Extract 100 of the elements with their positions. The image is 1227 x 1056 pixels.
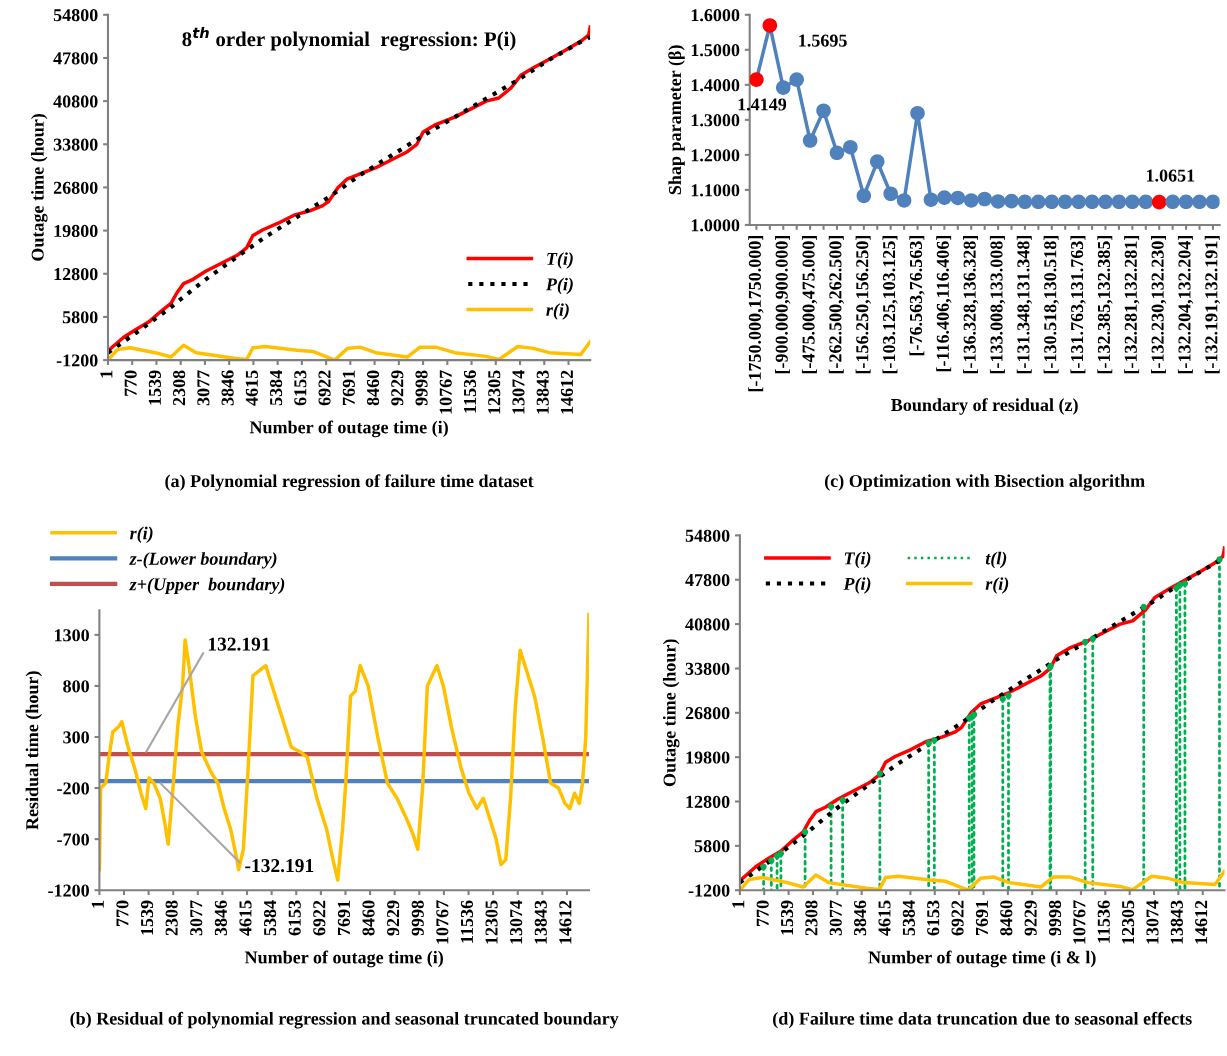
x-tick-label: [-131.348,131.348]: [1016, 235, 1033, 374]
y-tick-label: -1200: [56, 354, 98, 367]
x-tick-label: 2308: [165, 900, 178, 936]
x-tick-label: 4615: [245, 370, 258, 406]
y-tick-label: -1200: [688, 884, 730, 897]
x-tick-label: 8460: [1000, 900, 1013, 936]
x-tick-label: 9229: [391, 370, 404, 406]
y-tick-label: 800: [63, 680, 89, 693]
y-axis-title: Residual time (hour): [25, 671, 42, 830]
x-tick-label: 3846: [854, 900, 867, 936]
x-tick-label: [-132.204,132.204]: [1177, 235, 1194, 374]
annotation: 132.191: [208, 637, 270, 651]
y-axis-title: Outage time (hour): [31, 114, 48, 261]
y-tick-label: 1.1000: [691, 184, 740, 197]
x-tick-label: 3077: [190, 900, 203, 936]
x-tick-label: [-132.385,132.385]: [1097, 235, 1113, 374]
x-tick-label: 7691: [342, 370, 355, 405]
x-tick-label: [-132.281,132.281]: [1124, 235, 1140, 374]
x-tick-label: 8460: [362, 900, 375, 936]
x-tick-label: 1: [732, 900, 745, 908]
x-tick-label: 6922: [313, 900, 326, 936]
x-tick-label: 5384: [269, 370, 283, 406]
x-tick-label: [-103.125,103.125]: [882, 235, 898, 374]
text: (a) Polynomial regression of failure time dataset: [165, 474, 534, 491]
x-tick-label: [-136.328,136.328]: [963, 235, 979, 374]
legend-label: r(i): [985, 577, 1009, 594]
y-tick-label: 12800: [54, 268, 98, 281]
x-tick-label: 9998: [415, 370, 428, 406]
data-label: 1.0651: [1146, 169, 1195, 182]
x-tick-label: 10767: [436, 900, 449, 944]
y-tick-label: 54800: [685, 529, 730, 542]
y-tick-label: 40800: [685, 618, 730, 631]
x-tick-label: 10767: [439, 370, 452, 414]
x-tick-label: 9998: [1048, 900, 1062, 936]
y-tick-label: 12800: [686, 795, 730, 808]
x-tick-label: 13843: [1170, 900, 1183, 944]
y-tick-label: -700: [57, 833, 89, 846]
x-axis-title: Number of outage time (i & l): [868, 950, 1096, 968]
x-tick-label: 1539: [148, 370, 161, 405]
y-tick-label: 19800: [686, 751, 730, 764]
x-tick-label: 1: [91, 900, 104, 908]
x-tick-label: 14612: [1195, 900, 1208, 944]
legend-label: T(i): [547, 252, 573, 269]
text: (c) Optimization with Bisection algorithm: [824, 474, 1145, 491]
x-tick-label: 770: [116, 900, 129, 926]
x-axis-title: Number of outage time (i): [244, 950, 444, 968]
x-axis-title: Number of outage time (i): [249, 420, 448, 438]
x-tick-label: 5384: [902, 900, 915, 936]
x-tick-label: 3846: [221, 370, 234, 406]
x-tick-label: 8460: [366, 370, 380, 406]
legend-label: t(l): [985, 551, 1007, 569]
x-tick-label: 11536: [1097, 900, 1110, 943]
x-tick-label: 7691: [337, 900, 350, 936]
data-label: 1.4149: [738, 98, 787, 111]
x-tick-label: 7691: [975, 900, 989, 936]
y-tick-label: 1.6000: [691, 9, 740, 22]
x-tick-label: 3846: [214, 900, 227, 936]
x-tick-label: 6153: [288, 900, 301, 936]
x-tick-label: 6922: [318, 370, 331, 406]
x-tick-label: 5384: [263, 900, 277, 936]
legend-label: r(i): [130, 526, 153, 543]
legend-label: T(i): [844, 551, 871, 569]
x-tick-label: 1539: [780, 900, 794, 935]
x-tick-label: [-76.563,76.563]: [909, 235, 925, 356]
y-tick-label: 47800: [53, 52, 98, 65]
x-axis-title: Boundary of residual (z): [891, 398, 1078, 415]
legend-label: P(i): [545, 277, 573, 295]
legend-label: z-(Lower boundary): [129, 552, 277, 569]
x-tick-label: 3077: [197, 370, 210, 406]
x-tick-label: [-900.000,900.000]: [775, 235, 791, 374]
y-axis-title: Shap parameter (β): [668, 45, 685, 195]
x-tick-label: 770: [124, 370, 137, 396]
y-tick-label: 19800: [54, 224, 98, 238]
x-tick-label: 14612: [559, 900, 572, 944]
y-tick-label: -200: [57, 782, 89, 795]
x-tick-label: 12305: [1122, 900, 1135, 944]
y-axis-title: Outage time (hour): [662, 639, 680, 787]
x-tick-label: 12305: [488, 370, 501, 414]
x-tick-label: [-132.230,132.230]: [1151, 235, 1167, 374]
x-tick-label: [-131.763,131.763]: [1070, 235, 1086, 374]
x-tick-label: 13074: [512, 370, 525, 414]
legend-label: z+(Upper boundary): [129, 577, 285, 595]
x-tick-label: [-116.406,116.406]: [936, 235, 952, 372]
y-tick-label: 33800: [685, 662, 730, 675]
y-tick-label: 54800: [53, 9, 98, 22]
text: 8$^{th}$ order polynomial regression: P(i): [182, 26, 516, 51]
legend-label: r(i): [546, 303, 569, 320]
x-tick-label: 12305: [485, 900, 498, 944]
y-tick-label: 1.3000: [691, 114, 740, 127]
y-tick-label: 300: [63, 731, 89, 744]
x-tick-label: [-132.191,132.191]: [1204, 235, 1221, 374]
x-tick-label: 2308: [805, 900, 818, 936]
x-tick-label: 13843: [536, 370, 549, 414]
x-tick-label: [-156.250,156.250]: [855, 235, 871, 374]
x-tick-label: 13074: [510, 900, 523, 944]
y-tick-label: 1300: [55, 629, 89, 642]
y-tick-label: 26800: [53, 181, 98, 194]
text: (d) Failure time data truncation due to seasonal effects: [773, 1011, 1192, 1029]
y-tick-label: 47800: [685, 574, 730, 587]
x-tick-label: 11536: [463, 370, 477, 413]
